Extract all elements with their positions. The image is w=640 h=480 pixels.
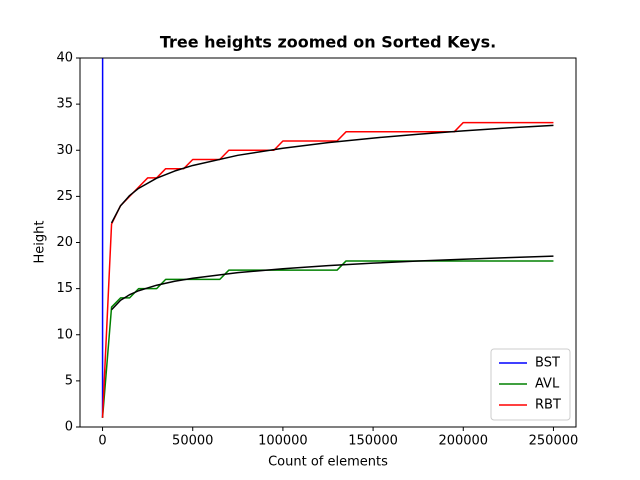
legend-box [490,348,571,421]
x-axis-label: Count of elements [268,455,388,470]
x-tick-label: 150000 [348,434,398,449]
x-tick-label: 200000 [438,434,488,449]
y-tick-label: 35 [56,97,73,112]
y-tick-label: 25 [56,189,73,204]
y-axis-label: Height [33,221,48,264]
series-line [101,260,554,418]
y-tick-label: 10 [56,327,73,342]
y-tick-label: 0 [65,420,73,435]
x-tick-label: 0 [98,434,106,449]
y-tick-label: 20 [56,235,73,250]
y-tick-label: 40 [56,51,73,66]
legend-label: BST [535,356,560,371]
x-tick-label: 250000 [529,434,579,449]
series-line [111,255,554,311]
plot-area [101,58,554,418]
series-line [110,124,554,224]
y-tick-label: 15 [56,281,73,296]
legend-label: RBT [535,398,561,413]
x-tick-label: 50000 [172,434,213,449]
y-tick-label: 5 [65,373,73,388]
x-tick-label: 100000 [258,434,308,449]
chart-title: Tree heights zoomed on Sorted Keys. [160,33,496,52]
legend-label: AVL [535,377,560,392]
y-tick-label: 30 [56,143,73,158]
series-line [101,121,554,418]
